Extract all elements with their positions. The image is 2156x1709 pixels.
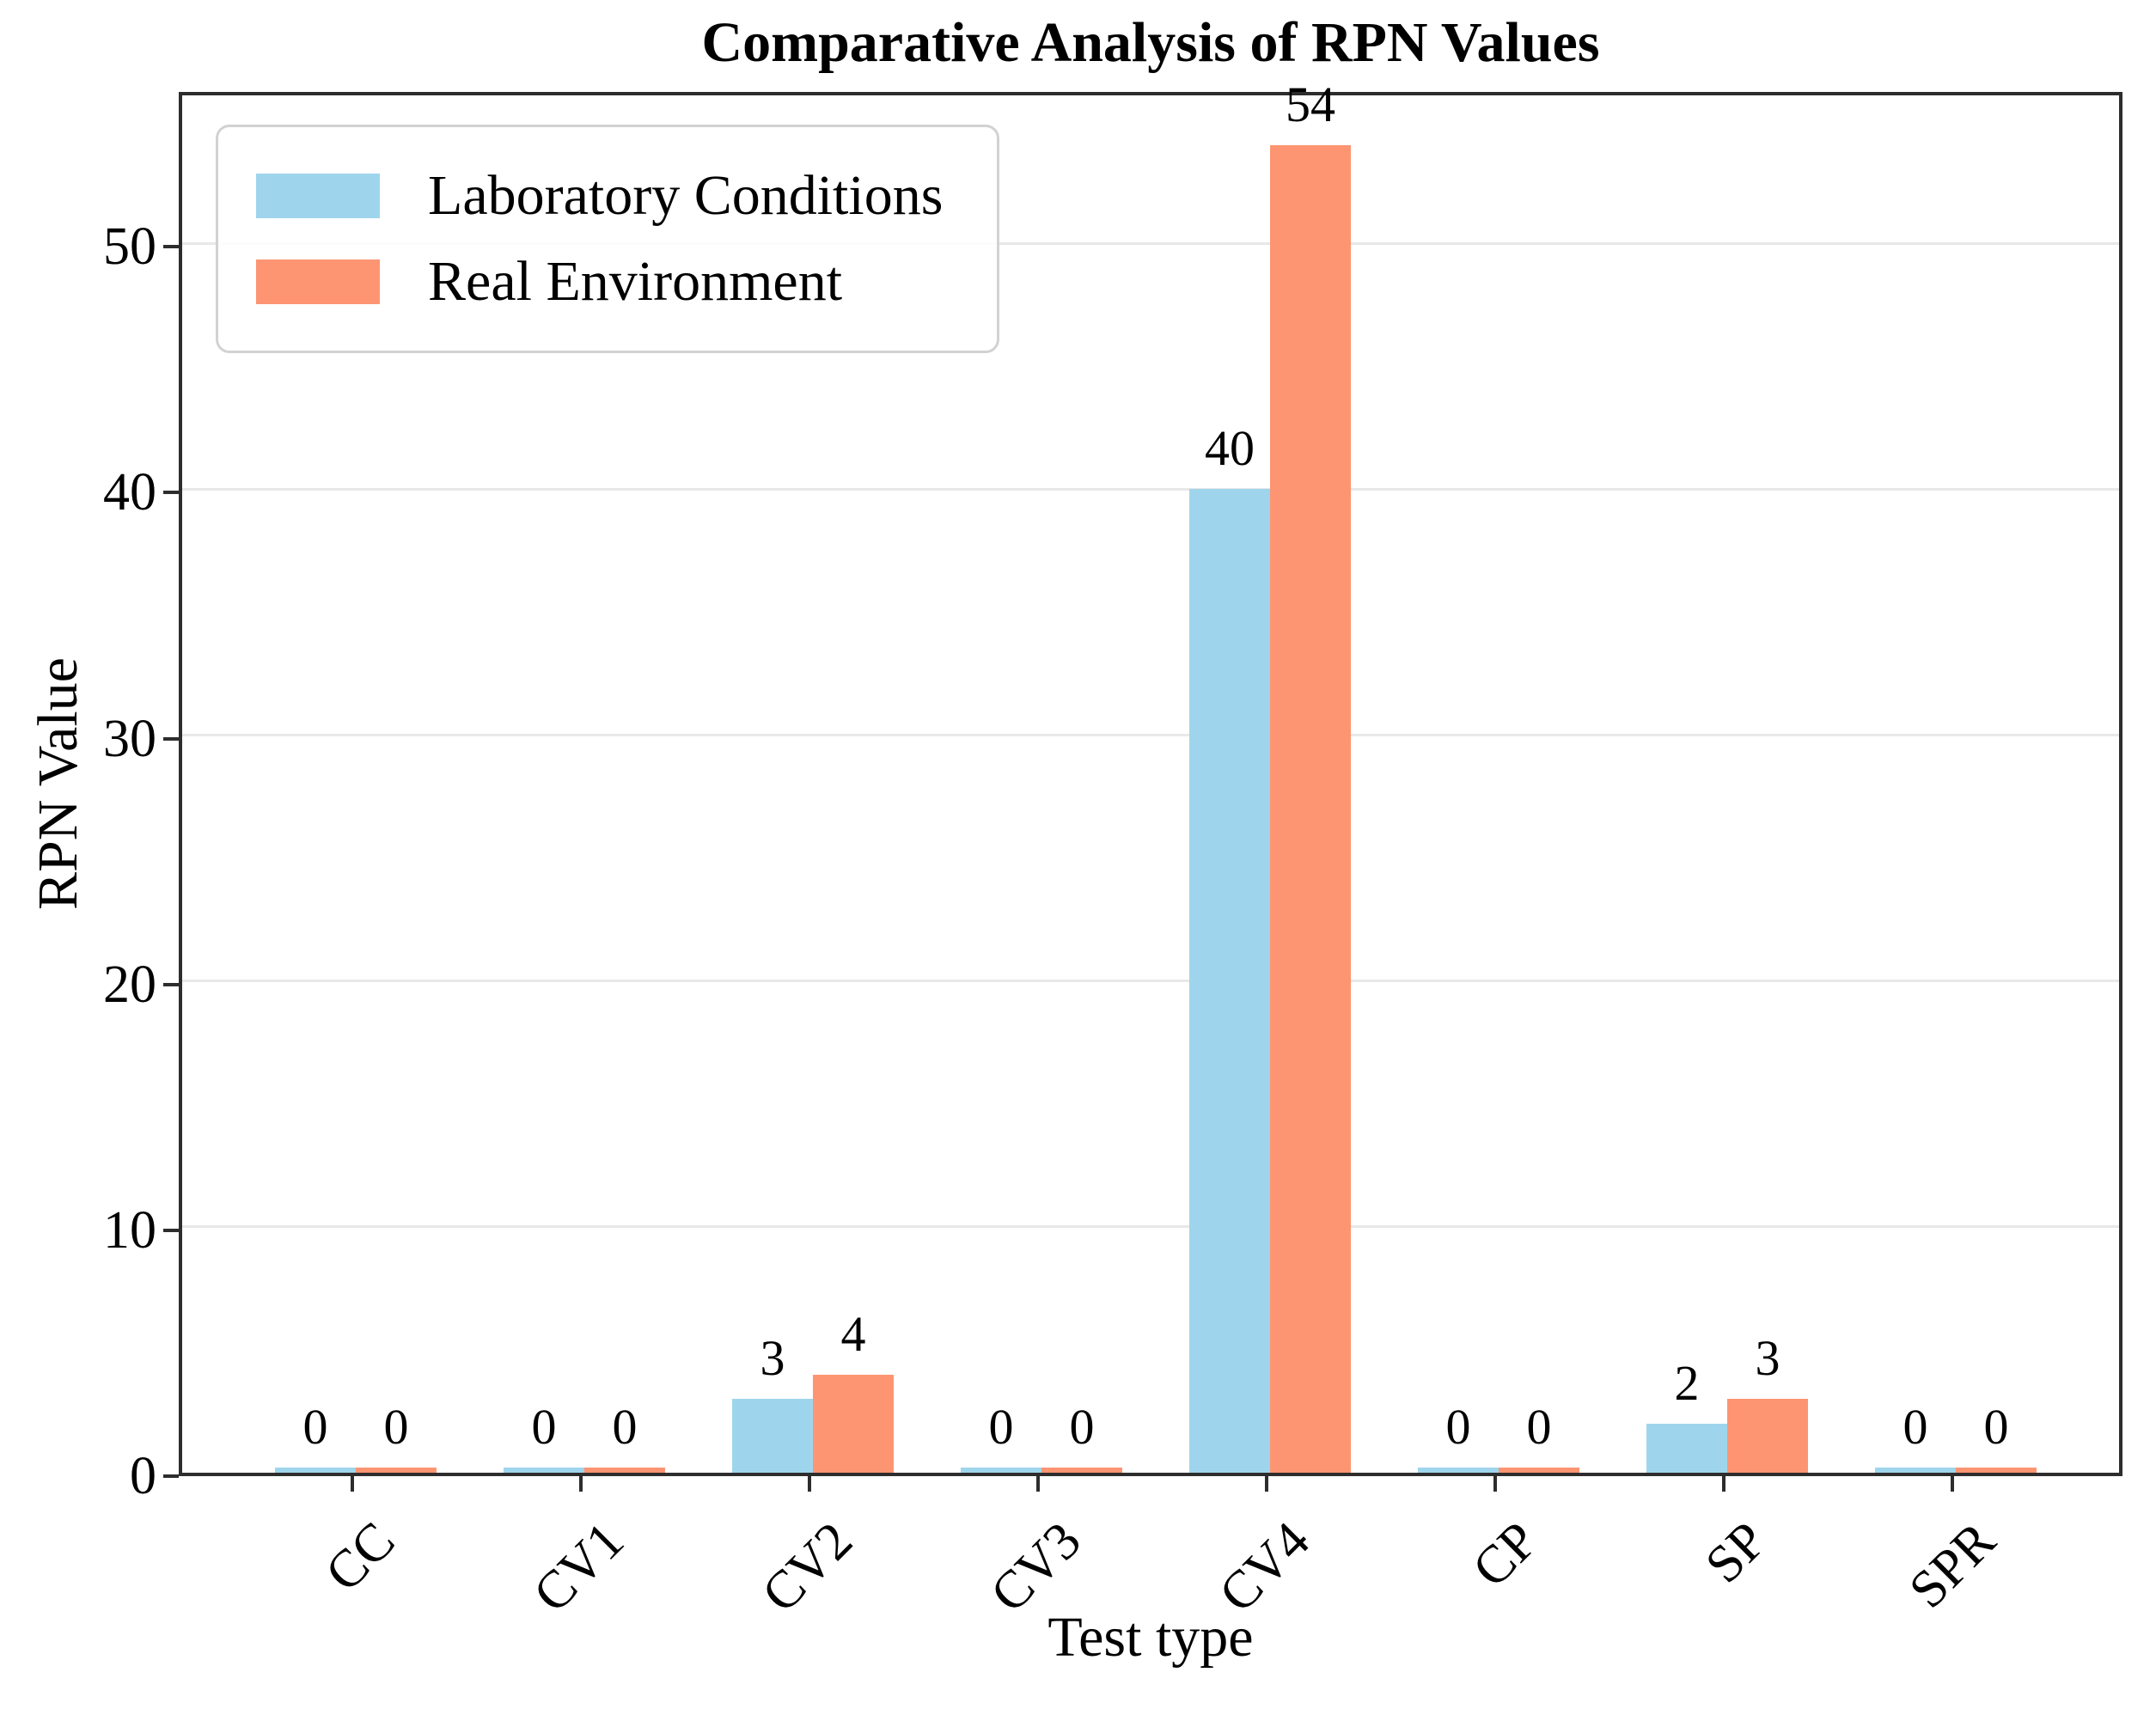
bar-SP-lab: [1646, 1423, 1727, 1473]
bar-CP-real: [1499, 1468, 1579, 1473]
bar-value-label-CV1-real: 0: [612, 1399, 638, 1455]
bar-value-label-CV2-lab: 3: [760, 1330, 785, 1387]
bar-CV1-real: [584, 1468, 665, 1473]
y-tick-mark-50: [163, 245, 179, 249]
y-tick-label-10: 10: [103, 1200, 156, 1260]
x-tick-mark-CV4: [1265, 1476, 1268, 1492]
bar-value-label-CP-real: 0: [1526, 1399, 1552, 1455]
bar-value-label-SPR-real: 0: [1983, 1399, 2009, 1455]
y-axis-label: RPN Value: [27, 657, 89, 910]
bar-CV4-lab: [1189, 489, 1270, 1473]
bar-CV4-real: [1270, 144, 1351, 1473]
bar-value-label-CV3-lab: 0: [988, 1399, 1014, 1455]
bar-value-label-CV3-real: 0: [1069, 1399, 1095, 1455]
legend-swatch-laboratory: [256, 174, 380, 218]
plot-area: 0 0 0 0 3 4 0 0 40 54 0 0 2 3 0 0 Laboratory Conditions…: [179, 76, 2122, 1476]
y-tick-mark-30: [163, 736, 179, 741]
bar-CV1-lab: [504, 1468, 584, 1473]
bar-CV3-real: [1041, 1468, 1122, 1473]
y-tick-mark-40: [163, 491, 179, 495]
chart-title: Comparative Analysis of RPN Values: [701, 11, 1600, 74]
bar-CP-lab: [1418, 1468, 1499, 1473]
x-tick-mark-CV3: [1036, 1476, 1040, 1492]
y-tick-label-0: 0: [130, 1447, 156, 1505]
bar-value-label-SP-lab: 2: [1674, 1354, 1700, 1411]
x-tick-label-SPR: SPR: [1897, 1511, 2006, 1620]
gridline-40: [182, 487, 2119, 491]
legend-row-real: Real Environment: [256, 239, 959, 325]
bar-value-label-CV2-real: 4: [840, 1305, 866, 1362]
x-tick-label-CC: CC: [315, 1511, 406, 1603]
bar-value-label-CV1-lab: 0: [531, 1399, 557, 1455]
x-tick-mark-SP: [1722, 1476, 1725, 1492]
x-tick-mark-CC: [351, 1476, 354, 1492]
bar-SPR-real: [1956, 1468, 2037, 1473]
y-tick-label-30: 30: [103, 709, 156, 768]
y-tick-mark-10: [163, 1228, 179, 1232]
bar-value-label-CC-lab: 0: [302, 1399, 328, 1455]
legend: Laboratory Conditions Real Environment: [216, 125, 999, 353]
x-tick-label-CV2: CV2: [750, 1511, 864, 1624]
y-tick-label-40: 40: [103, 463, 156, 522]
legend-label-real: Real Environment: [428, 250, 843, 313]
bar-value-label-CV4-lab: 40: [1205, 420, 1255, 477]
x-tick-mark-CP: [1493, 1476, 1497, 1492]
bar-CV2-real: [813, 1374, 894, 1473]
y-tick-label-50: 50: [103, 217, 156, 277]
y-tick-mark-20: [163, 982, 179, 986]
bar-value-label-CP-lab: 0: [1445, 1399, 1471, 1455]
bar-CC-lab: [275, 1468, 356, 1473]
x-tick-label-CP: CP: [1462, 1511, 1549, 1599]
x-tick-mark-SPR: [1951, 1476, 1954, 1492]
legend-row-laboratory: Laboratory Conditions: [256, 153, 959, 239]
bar-CV2-lab: [732, 1399, 813, 1473]
gridline-50: [182, 241, 2119, 245]
bar-CC-real: [356, 1468, 437, 1473]
x-tick-label-SP: SP: [1694, 1511, 1778, 1595]
bar-SP-real: [1727, 1399, 1808, 1473]
bar-value-label-SP-real: 3: [1755, 1330, 1780, 1387]
bar-value-label-CC-real: 0: [383, 1399, 409, 1455]
bar-value-label-SPR-lab: 0: [1903, 1399, 1928, 1455]
gridline-10: [182, 1225, 2119, 1229]
x-tick-mark-CV2: [808, 1476, 811, 1492]
gridline-20: [182, 980, 2119, 983]
x-axis-label: Test type: [1047, 1606, 1254, 1669]
bar-SPR-lab: [1875, 1468, 1956, 1473]
x-tick-label-CV1: CV1: [522, 1511, 635, 1624]
bar-CV3-lab: [961, 1468, 1041, 1473]
y-tick-mark-0: [163, 1474, 179, 1478]
y-tick-label-20: 20: [103, 955, 156, 1014]
gridline-30: [182, 734, 2119, 737]
legend-swatch-real: [256, 259, 380, 304]
legend-label-laboratory: Laboratory Conditions: [428, 164, 944, 227]
x-tick-mark-CV1: [579, 1476, 583, 1492]
bar-value-label-CV4-real: 54: [1286, 76, 1335, 132]
